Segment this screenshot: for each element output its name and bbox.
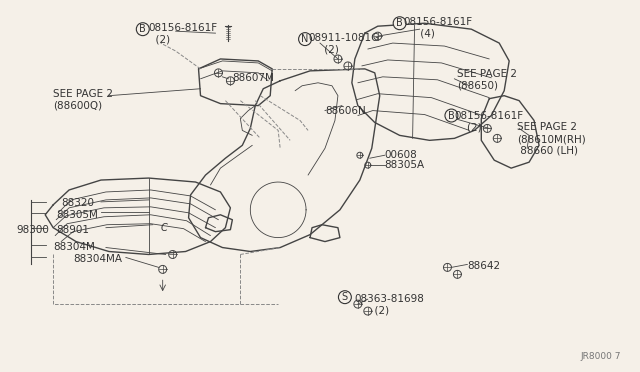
Text: B: B bbox=[140, 24, 146, 34]
Text: 98300: 98300 bbox=[17, 225, 49, 235]
Text: S: S bbox=[342, 292, 348, 302]
Text: C: C bbox=[161, 223, 168, 233]
Text: 88304M: 88304M bbox=[53, 241, 95, 251]
Text: 88305M: 88305M bbox=[56, 210, 98, 220]
Text: 88642: 88642 bbox=[467, 262, 500, 272]
Text: 88305A: 88305A bbox=[385, 160, 425, 170]
Text: B: B bbox=[396, 18, 403, 28]
Text: 88304MA: 88304MA bbox=[73, 254, 122, 264]
Text: 08363-81698
      (2): 08363-81698 (2) bbox=[355, 294, 425, 316]
Text: JR8000 7: JR8000 7 bbox=[580, 352, 621, 361]
Text: SEE PAGE 2
(88650): SEE PAGE 2 (88650) bbox=[458, 69, 517, 90]
Text: 88320: 88320 bbox=[61, 198, 94, 208]
Text: 08156-8161F
     (4): 08156-8161F (4) bbox=[404, 17, 473, 39]
Text: 08156-8161F
  (2): 08156-8161F (2) bbox=[148, 23, 218, 45]
Text: B: B bbox=[448, 110, 455, 121]
Text: 00608: 00608 bbox=[385, 150, 417, 160]
Text: 08156-8161F
    (2): 08156-8161F (2) bbox=[454, 110, 524, 132]
Text: SEE PAGE 2
(88600Q): SEE PAGE 2 (88600Q) bbox=[53, 89, 113, 110]
Text: 08911-1081G
     (2): 08911-1081G (2) bbox=[308, 33, 380, 55]
Text: 88607M: 88607M bbox=[232, 73, 275, 83]
Text: SEE PAGE 2
(88610M(RH)
 88660 (LH): SEE PAGE 2 (88610M(RH) 88660 (LH) bbox=[517, 122, 586, 155]
Text: 88606N: 88606N bbox=[325, 106, 365, 116]
Text: 88901: 88901 bbox=[56, 225, 89, 235]
Text: N: N bbox=[301, 34, 308, 44]
